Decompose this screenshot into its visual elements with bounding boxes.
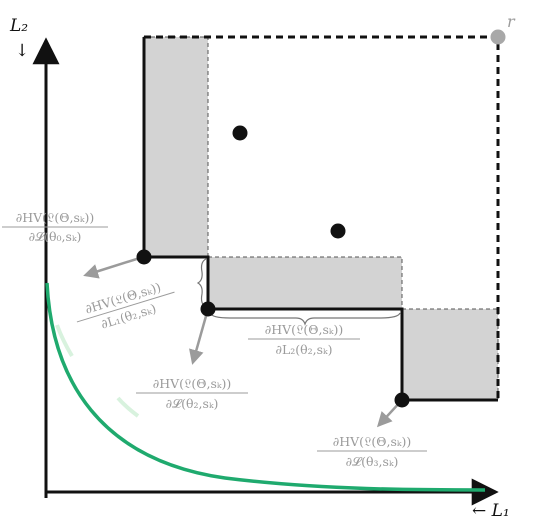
svg-text:∂𝓛(θ₃,sₖ): ∂𝓛(θ₃,sₖ): [346, 454, 399, 469]
svg-text:∂𝓛(θ₀,sₖ): ∂𝓛(θ₀,sₖ): [29, 229, 82, 244]
pareto-front-light-segment-2: [116, 396, 140, 418]
gradient-arrow-theta2: [189, 308, 210, 365]
y-axis-arrow: ↓: [15, 41, 29, 61]
reference-point-label: r: [507, 12, 516, 31]
solution-point-theta2: [200, 301, 216, 317]
svg-text:∂HV(𝔏(Θ,sₖ)): ∂HV(𝔏(Θ,sₖ)): [153, 376, 232, 391]
exclusive-region-3: [401, 308, 499, 401]
gradient-label-theta3: ∂HV(𝔏(Θ,sₖ)) ∂𝓛(θ₃,sₖ): [317, 434, 427, 469]
svg-text:∂HV(𝔏(Θ,sₖ)): ∂HV(𝔏(Θ,sₖ)): [333, 434, 412, 449]
svg-text:∂𝓛(θ₂,sₖ): ∂𝓛(θ₂,sₖ): [166, 396, 219, 411]
brace-l2: [209, 312, 401, 326]
solution-point-theta3: [394, 392, 410, 408]
solution-point-theta0: [136, 249, 152, 265]
y-axis-label: L₂: [9, 16, 28, 36]
exclusive-region-2: [207, 256, 403, 310]
pareto-front-curve: [45, 282, 486, 492]
brace-l1: [196, 258, 207, 308]
gradient-label-theta2: ∂HV(𝔏(Θ,sₖ)) ∂𝓛(θ₂,sₖ): [136, 376, 248, 411]
solution-point-dominated-2: [330, 223, 346, 239]
svg-text:∂L₂(θ₂,sₖ): ∂L₂(θ₂,sₖ): [275, 342, 332, 357]
svg-text:∂HV(𝔏(Θ,sₖ)): ∂HV(𝔏(Θ,sₖ)): [265, 322, 344, 337]
pareto-front-light-segment-1: [55, 324, 74, 358]
reference-point: [490, 29, 506, 45]
x-axis-label: ← L₁: [472, 501, 510, 521]
solution-point-dominated-1: [232, 125, 248, 141]
gradient-arrow-theta0: [83, 255, 144, 279]
exclusive-region-1: [143, 36, 209, 258]
gradient-label-theta2-l1: ∂HV(𝔏(Θ,sₖ)) ∂L₁(θ₂,sₖ): [76, 279, 175, 332]
gradient-label-theta0: ∂HV(𝔏(Θ,sₖ)) ∂𝓛(θ₀,sₖ): [2, 210, 108, 244]
svg-text:∂HV(𝔏(Θ,sₖ)): ∂HV(𝔏(Θ,sₖ)): [16, 210, 95, 225]
gradient-label-theta2-l2: ∂HV(𝔏(Θ,sₖ)) ∂L₂(θ₂,sₖ): [248, 322, 360, 357]
